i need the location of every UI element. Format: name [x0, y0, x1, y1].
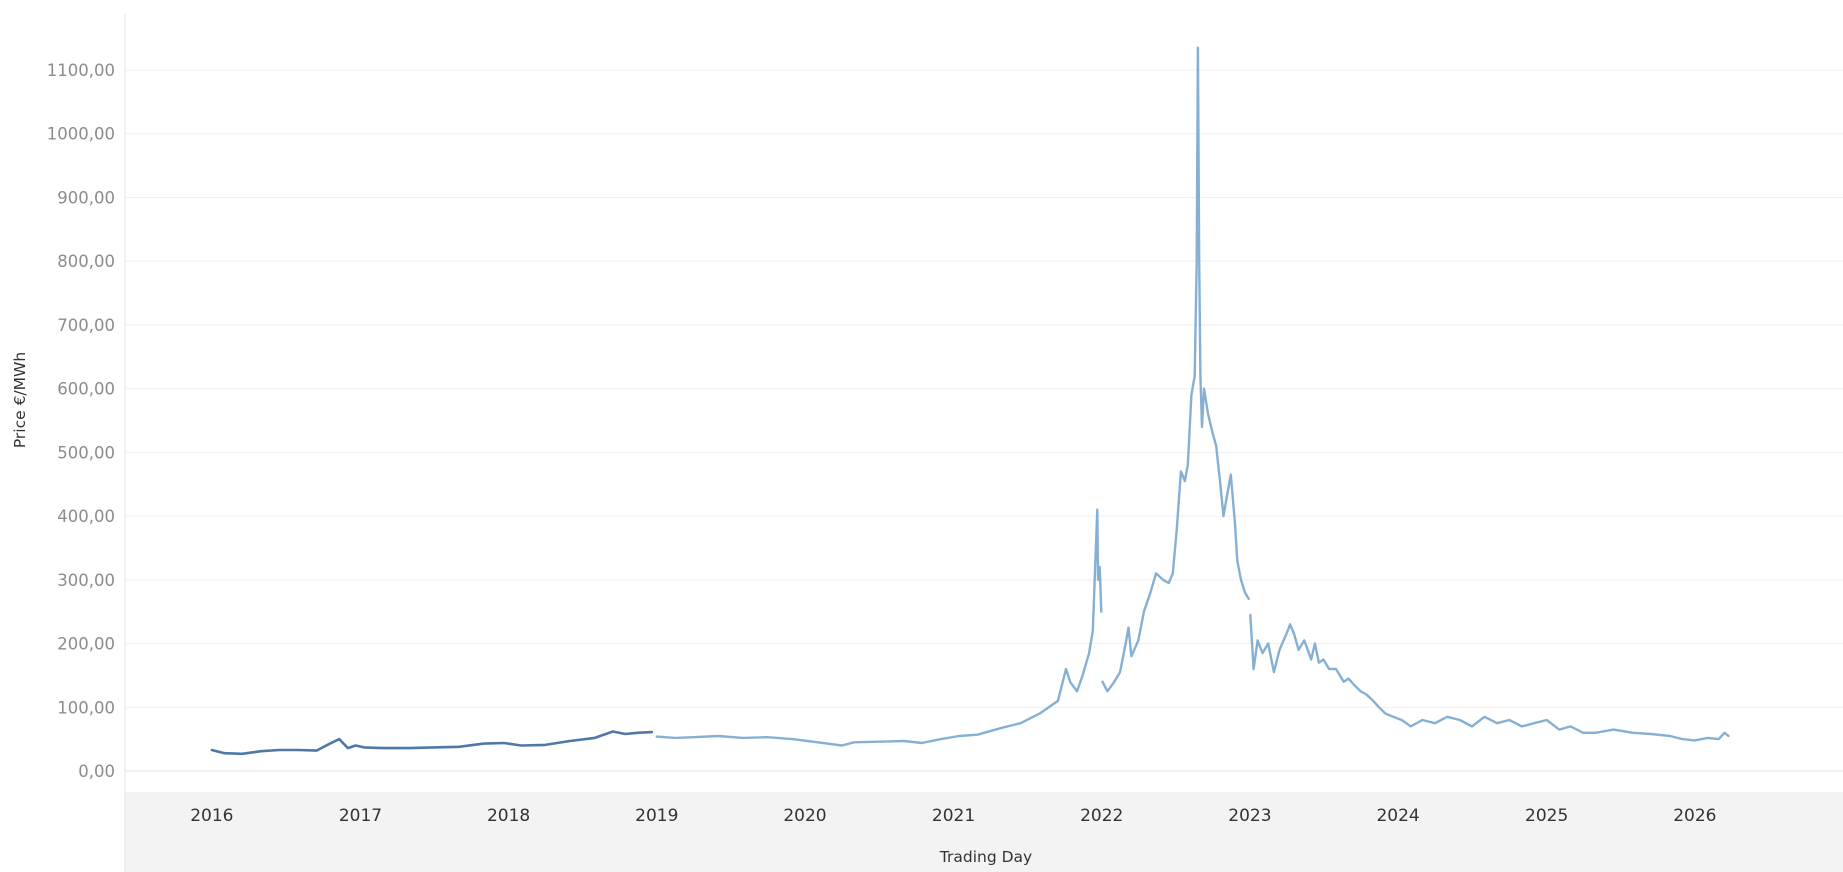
x-tick-label: 2017 — [339, 806, 382, 826]
x-tick-label: 2023 — [1228, 806, 1271, 826]
series-line-4 — [1249, 613, 1730, 742]
series-line-2 — [655, 508, 1103, 747]
x-tick-label: 2024 — [1376, 806, 1419, 826]
series-line-1 — [210, 730, 654, 756]
series-line-3 — [1101, 46, 1250, 693]
y-tick-label: 1000,00 — [47, 125, 115, 144]
x-tick-label: 2018 — [487, 806, 530, 826]
x-tick-label: 2021 — [932, 806, 975, 826]
x-axis-title: Trading Day — [939, 848, 1032, 866]
y-tick-label: 100,00 — [57, 698, 115, 717]
plot-area — [210, 46, 1730, 756]
y-axis-title: Price €/MWh — [11, 352, 29, 448]
y-tick-label: 300,00 — [57, 571, 115, 590]
x-tick-label: 2022 — [1080, 806, 1123, 826]
x-tick-label: 2019 — [635, 806, 678, 826]
x-tick-label: 2020 — [783, 806, 826, 826]
x-tick-label: 2026 — [1673, 806, 1716, 826]
y-tick-label: 800,00 — [57, 252, 115, 271]
x-tick-label: 2016 — [190, 806, 233, 826]
x-axis-band — [125, 792, 1843, 872]
y-tick-label: 700,00 — [57, 316, 115, 335]
x-axis-ticks: 2016 2017 2018 2019 2020 2021 2022 2023 2024 2025… — [190, 806, 1716, 826]
y-tick-label: 500,00 — [57, 443, 115, 462]
y-tick-label: 400,00 — [57, 507, 115, 526]
y-axis-ticks: 0,00 100,00 200,00 300,00 400,00 500,00 600,00… — [47, 61, 115, 781]
y-tick-label: 0,00 — [78, 762, 115, 781]
y-tick-label: 200,00 — [57, 635, 115, 654]
y-tick-label: 1100,00 — [47, 61, 115, 80]
x-tick-label: 2025 — [1525, 806, 1568, 826]
y-tick-label: 900,00 — [57, 188, 115, 207]
y-tick-label: 600,00 — [57, 380, 115, 399]
gridlines — [125, 69, 1843, 772]
